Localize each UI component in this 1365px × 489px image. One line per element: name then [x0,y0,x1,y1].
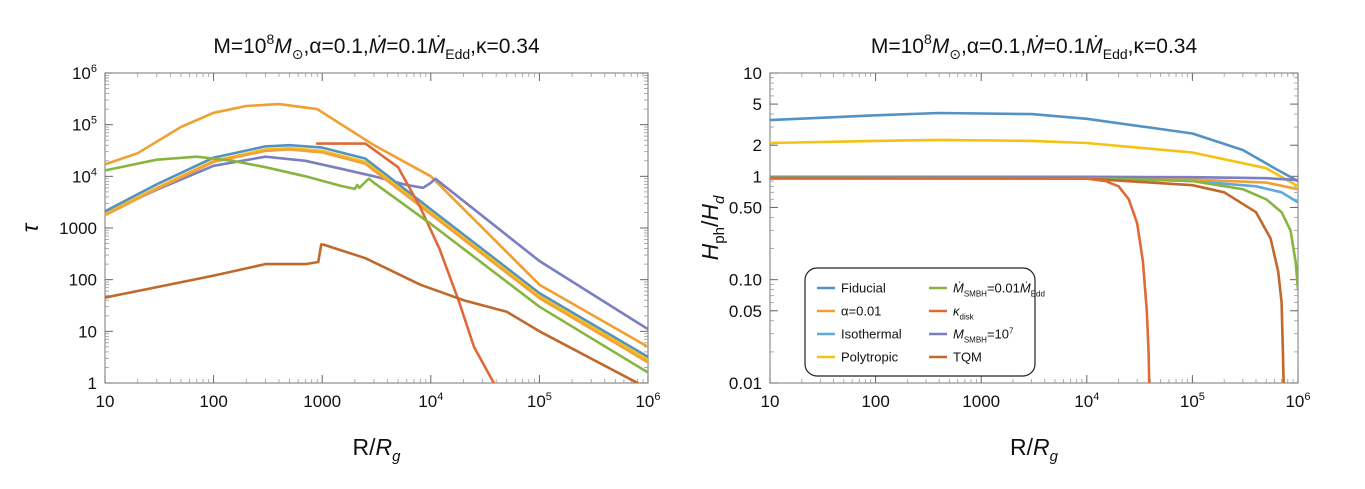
x-tick-label: 1000 [962,392,1000,411]
y-tick-label: 100 [69,271,97,290]
legend-label: Polytropic [841,350,899,365]
minor-ticks [105,73,648,383]
x-tick-label: 100 [199,392,227,411]
chart-title: M=108M⊙,α=0.1,Ṁ=0.1ṀEdd,κ=0.34 [871,31,1198,62]
legend-label: α=0.01 [841,304,881,319]
y-tick-label: 1 [88,374,97,393]
series-line-6 [770,176,1298,291]
y-axis: 1 10 100 1000 104 105 106 [59,63,648,393]
legend-label: Fiducial [841,281,886,296]
series-line-2 [770,138,1298,188]
x-tick-label: 106 [1285,391,1310,411]
series-group [105,102,648,383]
legend-label: Isothermal [841,327,902,342]
y-tick-label: 0.10 [729,271,762,290]
y-tick-label: 1 [753,167,762,186]
y-axis-label: Hph/Hd [697,195,728,260]
legend-label: ṀSMBH=0.01ṀEdd [953,281,1045,299]
y-tick-label: 106 [72,63,97,83]
plot-frame [769,72,1299,384]
series-line-8 [105,243,639,383]
x-tick-label: 104 [418,391,443,411]
plot-frame [104,72,649,384]
x-tick-label: 10 [761,392,780,411]
y-tick-label: 5 [753,95,762,114]
series-line-4 [105,146,648,362]
x-tick-label: 104 [1074,391,1099,411]
y-axis: 0.01 0.05 0.10 0.50 1 2 5 10 [729,64,1298,393]
series-line-7 [105,155,648,374]
series-line-3 [105,143,648,359]
legend-label: κdisk [953,304,975,322]
y-tick-label: 10 [743,64,762,83]
x-axis: 10 100 1000 104 105 106 [761,73,1311,411]
legend-box [804,267,1036,377]
y-tick-label: 0.05 [729,302,762,321]
series-line-1 [770,111,1298,183]
y-tick-label: 10 [78,322,97,341]
series-line-8 [770,177,1151,383]
minor-ticks [770,73,1298,383]
x-tick-label: 100 [861,392,889,411]
series-line-5 [105,148,648,364]
x-tick-label: 1000 [303,392,341,411]
series-group [770,111,1298,383]
x-axis: 10 100 1000 104 105 106 [96,73,661,411]
legend-label: MSMBH=107 [953,327,1014,345]
legend: Fiducial α=0.01 Isothermal Polytropic ṀSMBH=… [804,267,1045,377]
x-tick-label: 10 [96,392,115,411]
x-axis-label: R/Rg [1010,434,1059,465]
y-tick-label: 2 [753,136,762,155]
chart-title: M=108M⊙,α=0.1,Ṁ=0.1ṀEdd,κ=0.34 [213,31,540,62]
series-line-6 [315,142,496,383]
series-line-2 [105,155,648,331]
y-tick-label: 0.50 [729,198,762,217]
x-axis-label: R/Rg [353,434,402,465]
legend-label: TQM [953,350,982,365]
series-line-7 [770,176,1285,383]
y-tick-label: 104 [72,166,97,186]
series-line-1 [105,102,648,349]
y-tick-label: 105 [72,115,97,135]
x-tick-label: 105 [527,391,552,411]
x-tick-label: 106 [635,391,660,411]
y-tick-label: 0.01 [729,374,762,393]
y-axis-label: τ [17,222,43,232]
y-tick-label: 1000 [59,219,97,238]
x-tick-label: 105 [1180,391,1205,411]
